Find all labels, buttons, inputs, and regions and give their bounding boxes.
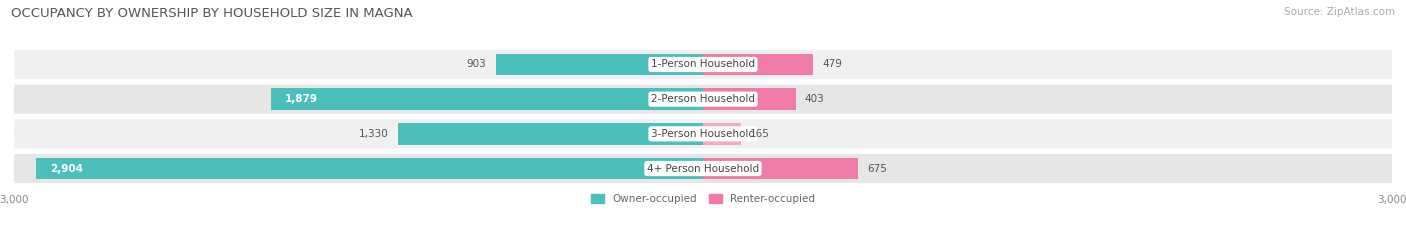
Text: 403: 403 xyxy=(804,94,824,104)
Text: 165: 165 xyxy=(749,129,770,139)
Text: 1-Person Household: 1-Person Household xyxy=(651,59,755,69)
Bar xyxy=(398,123,703,145)
Text: 2,904: 2,904 xyxy=(49,164,83,174)
Text: 675: 675 xyxy=(868,164,887,174)
Text: 4+ Person Household: 4+ Person Household xyxy=(647,164,759,174)
Bar xyxy=(37,158,703,179)
Text: 2-Person Household: 2-Person Household xyxy=(651,94,755,104)
Bar xyxy=(496,54,703,75)
Text: Source: ZipAtlas.com: Source: ZipAtlas.com xyxy=(1284,7,1395,17)
FancyBboxPatch shape xyxy=(14,154,1392,183)
Legend: Owner-occupied, Renter-occupied: Owner-occupied, Renter-occupied xyxy=(586,190,820,208)
Text: 479: 479 xyxy=(823,59,842,69)
Bar xyxy=(703,54,813,75)
FancyBboxPatch shape xyxy=(14,119,1392,148)
Text: 1,330: 1,330 xyxy=(359,129,388,139)
Text: OCCUPANCY BY OWNERSHIP BY HOUSEHOLD SIZE IN MAGNA: OCCUPANCY BY OWNERSHIP BY HOUSEHOLD SIZE… xyxy=(11,7,413,20)
FancyBboxPatch shape xyxy=(14,50,1392,79)
Text: 1,879: 1,879 xyxy=(285,94,318,104)
Text: 3-Person Household: 3-Person Household xyxy=(651,129,755,139)
Bar xyxy=(271,88,703,110)
Bar xyxy=(703,123,741,145)
Bar xyxy=(703,158,858,179)
FancyBboxPatch shape xyxy=(14,85,1392,114)
Text: 903: 903 xyxy=(467,59,486,69)
Bar xyxy=(703,88,796,110)
